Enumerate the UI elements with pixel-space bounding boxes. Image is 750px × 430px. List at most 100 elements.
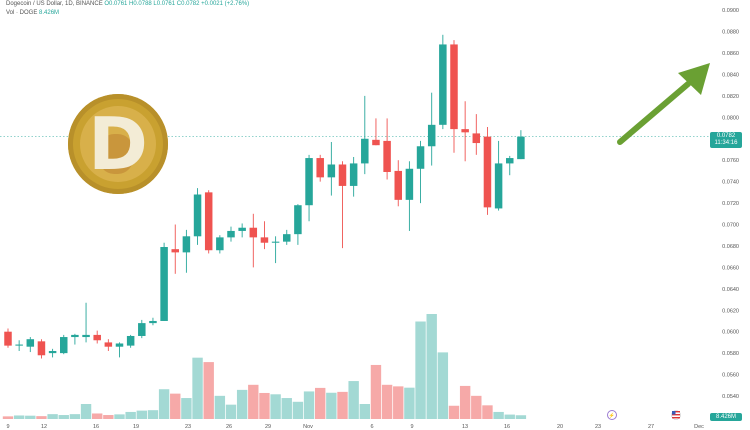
y-tick-label: 0.0540 bbox=[722, 394, 739, 400]
y-tick-label: 0.0900 bbox=[722, 8, 739, 14]
x-tick-label: 26 bbox=[226, 424, 232, 430]
volume-bar bbox=[337, 391, 348, 419]
volume-bar bbox=[136, 410, 147, 419]
volume-bar bbox=[270, 394, 281, 419]
x-tick-label: 23 bbox=[595, 424, 601, 430]
volume-bar bbox=[147, 410, 159, 419]
volume-bar bbox=[326, 392, 337, 419]
candle bbox=[372, 139, 380, 146]
y-tick-label: 0.0880 bbox=[722, 30, 739, 36]
volume-bar bbox=[426, 314, 437, 419]
candle bbox=[450, 44, 458, 130]
volume-bar bbox=[58, 415, 69, 419]
y-tick-label: 0.0860 bbox=[722, 51, 739, 57]
event-marker-icon[interactable]: ⚡ bbox=[607, 410, 617, 420]
candle bbox=[160, 247, 168, 321]
volume-tag: 8.426M bbox=[710, 413, 742, 421]
candle bbox=[4, 331, 12, 346]
candle bbox=[405, 168, 414, 200]
volume-legend: Vol · DOGE 8.426M bbox=[6, 9, 249, 17]
candle bbox=[361, 138, 369, 164]
x-tick-label: 27 bbox=[648, 424, 654, 430]
current-price-value: 0.0782 bbox=[716, 133, 736, 140]
candle bbox=[338, 164, 347, 186]
volume-bar bbox=[181, 398, 192, 419]
candle bbox=[26, 339, 35, 347]
symbol-line: Dogecoin / US Dollar, 1D, BINANCE bbox=[6, 1, 103, 7]
candle bbox=[483, 136, 492, 208]
x-tick-label: 23 bbox=[185, 424, 191, 430]
candle bbox=[238, 227, 246, 231]
candle bbox=[427, 124, 436, 147]
volume-bar bbox=[125, 411, 136, 419]
candle bbox=[260, 237, 269, 243]
chart-header: Dogecoin / US Dollar, 1D, BINANCE O0.076… bbox=[6, 0, 249, 17]
volume-bar bbox=[448, 405, 460, 419]
dogecoin-logo-icon: D bbox=[68, 94, 168, 194]
x-tick-label: 19 bbox=[133, 424, 139, 430]
candle-bodies bbox=[4, 44, 525, 356]
us-flag-icon[interactable] bbox=[671, 410, 681, 420]
y-tick-label: 0.0760 bbox=[722, 158, 739, 164]
candle bbox=[439, 44, 447, 125]
candle bbox=[327, 164, 336, 178]
candle bbox=[416, 146, 425, 169]
y-tick-label: 0.0820 bbox=[722, 94, 739, 100]
volume-bar bbox=[370, 364, 382, 419]
y-tick-label: 0.0740 bbox=[722, 180, 739, 186]
svg-text:⚡: ⚡ bbox=[609, 412, 615, 419]
candle bbox=[249, 227, 258, 238]
x-tick-label: 12 bbox=[41, 424, 47, 430]
volume-bar bbox=[437, 352, 449, 419]
volume-bar bbox=[359, 404, 370, 419]
x-tick-label: Nov bbox=[303, 424, 313, 430]
candle bbox=[494, 163, 503, 209]
candle bbox=[126, 335, 135, 346]
volume-bar bbox=[25, 415, 36, 419]
volume-bars bbox=[2, 314, 527, 419]
current-price-tag: 0.0782 11:34:16 bbox=[710, 132, 742, 149]
y-tick-label: 0.0620 bbox=[722, 308, 739, 314]
candle bbox=[394, 170, 402, 200]
y-tick-label: 0.0680 bbox=[722, 244, 739, 250]
volume-bar bbox=[459, 385, 471, 419]
volume-bar bbox=[47, 414, 58, 419]
candle bbox=[305, 158, 313, 206]
y-tick-label: 0.0800 bbox=[722, 115, 739, 121]
candle bbox=[48, 350, 57, 354]
volume-label: Vol · DOGE bbox=[6, 10, 38, 16]
volume-bar bbox=[259, 392, 270, 419]
volume-bar bbox=[92, 413, 103, 419]
volume-bar bbox=[225, 404, 237, 419]
candle bbox=[506, 158, 514, 164]
volume-bar bbox=[80, 404, 92, 419]
y-tick-label: 0.0560 bbox=[722, 373, 739, 379]
x-axis-labels: 9 12 16 19 23 26 29 Nov 6 9 13 16 20 23 27 Dec bbox=[6, 424, 704, 430]
volume-bar bbox=[236, 389, 248, 419]
candle bbox=[82, 334, 90, 338]
y-tick-label: 0.0580 bbox=[722, 351, 739, 357]
volume-bar bbox=[315, 387, 326, 419]
volume-bar bbox=[192, 357, 203, 419]
candle bbox=[316, 158, 324, 178]
volume-bar bbox=[482, 405, 493, 419]
volume-value: 8.426M bbox=[39, 10, 60, 16]
volume-bar bbox=[158, 389, 170, 419]
volume-bar bbox=[393, 386, 404, 419]
candle bbox=[227, 230, 235, 238]
candle bbox=[271, 241, 280, 243]
x-tick-label: 16 bbox=[504, 424, 510, 430]
green-up-arrow-icon bbox=[617, 63, 710, 145]
volume-bar bbox=[493, 411, 504, 419]
candle bbox=[138, 323, 146, 336]
volume-bar bbox=[203, 362, 214, 419]
candle bbox=[104, 342, 113, 347]
volume-bar bbox=[69, 414, 81, 419]
volume-bar bbox=[214, 395, 226, 419]
candle-countdown: 11:34:16 bbox=[714, 140, 738, 147]
volume-bar bbox=[471, 395, 482, 419]
candle bbox=[294, 205, 302, 235]
volume-bar bbox=[13, 415, 25, 419]
symbol-title: Dogecoin / US Dollar, 1D, BINANCE O0.076… bbox=[6, 0, 249, 8]
